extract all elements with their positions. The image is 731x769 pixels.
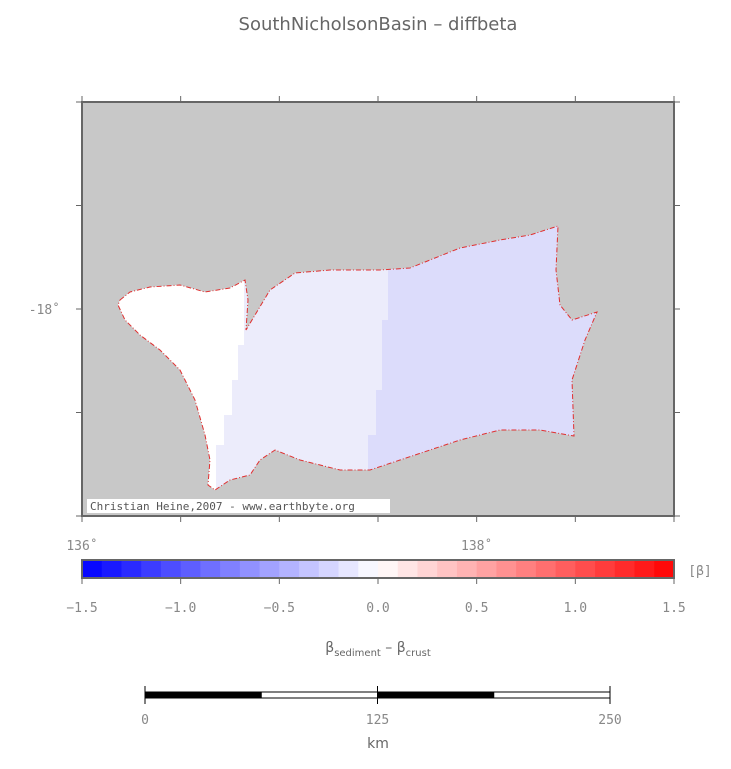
colorbar-tick-label: 0.5: [465, 601, 488, 616]
colorbar-tick-label: −1.5: [66, 601, 97, 616]
label-part: sediment: [334, 648, 381, 659]
colorbar-tick-label: 0.0: [366, 601, 389, 616]
colorbar-cell: [456, 560, 478, 578]
scalebar-tick-label: 0: [141, 713, 149, 728]
colorbar-tick-label: −0.5: [264, 601, 295, 616]
scalebar-unit: km: [367, 736, 389, 752]
scalebar-segment: [493, 691, 611, 699]
colorbar-cell: [654, 560, 675, 578]
colorbar-cell: [417, 560, 438, 578]
colorbar-label: βsediment – βcrust: [325, 640, 431, 659]
colorbar-cell: [279, 560, 300, 578]
y-tick-label: -18˚: [29, 302, 60, 318]
colorbar-cell: [358, 560, 379, 578]
colorbar-cell: [299, 560, 320, 578]
label-part: crust: [406, 648, 431, 659]
colorbar-tick-label: 1.5: [662, 601, 685, 616]
credit-box: [87, 499, 390, 513]
credit: Christian Heine,2007 - www.earthbyte.org: [90, 500, 355, 513]
label-part: – β: [381, 640, 406, 656]
colorbar-cell: [82, 560, 103, 578]
colorbar-cell: [220, 560, 241, 578]
label-part: β: [325, 640, 334, 656]
colorbar-tick-label: 1.0: [564, 601, 587, 616]
colorbar-cell: [160, 560, 182, 578]
scalebar-segment: [377, 691, 495, 699]
colorbar-cell: [535, 560, 557, 578]
colorbar-cell: [121, 560, 142, 578]
colorbar-cell: [259, 560, 280, 578]
colorbar-cell: [555, 560, 576, 578]
colorbar-cell: [239, 560, 261, 578]
x-tick-label: 136˚: [66, 538, 97, 554]
x-tick-label: 138˚: [461, 538, 492, 554]
colorbar-cell: [141, 560, 162, 578]
colorbar-cell: [476, 560, 497, 578]
scalebar-segment: [260, 691, 378, 699]
scalebar-tick-label: 250: [598, 713, 621, 728]
colorbar-cell: [378, 560, 399, 578]
colorbar-tick-label: −1.0: [165, 601, 196, 616]
colorbar-cell: [437, 560, 458, 578]
scalebar-tick-label: 125: [366, 713, 389, 728]
colorbar-cell: [496, 560, 517, 578]
title: SouthNicholsonBasin – diffbeta: [239, 14, 518, 35]
colorbar-cell: [516, 560, 537, 578]
scalebar-segment: [144, 691, 262, 699]
colorbar-cell: [595, 560, 616, 578]
colorbar-cell: [180, 560, 201, 578]
colorbar-cell: [318, 560, 340, 578]
colorbar-cell: [101, 560, 122, 578]
colorbar-cell: [200, 560, 221, 578]
colorbar-cell: [338, 560, 359, 578]
colorbar-cell: [614, 560, 636, 578]
colorbar-unit: [β]: [688, 564, 711, 579]
colorbar-cell: [575, 560, 596, 578]
colorbar-cell: [634, 560, 655, 578]
colorbar-cell: [397, 560, 418, 578]
